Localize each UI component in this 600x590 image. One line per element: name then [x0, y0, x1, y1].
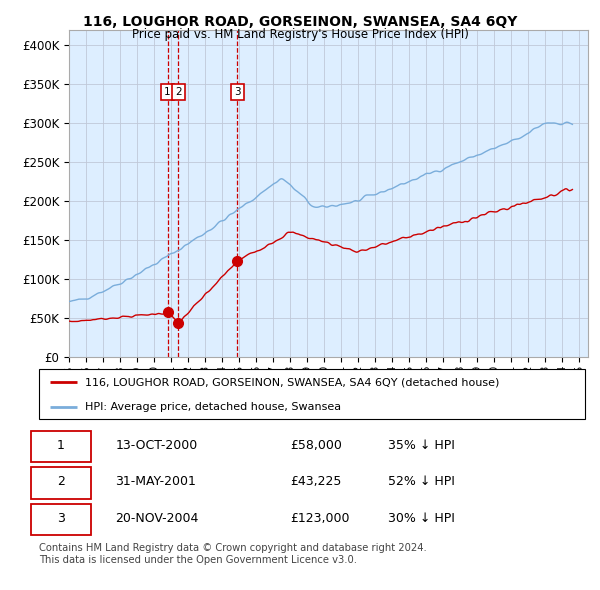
- Text: 1: 1: [57, 439, 65, 452]
- FancyBboxPatch shape: [31, 431, 91, 462]
- Text: £123,000: £123,000: [290, 512, 350, 525]
- Text: HPI: Average price, detached house, Swansea: HPI: Average price, detached house, Swan…: [85, 402, 341, 412]
- Text: 20-NOV-2004: 20-NOV-2004: [115, 512, 199, 525]
- Text: 13-OCT-2000: 13-OCT-2000: [115, 439, 197, 452]
- Text: Contains HM Land Registry data © Crown copyright and database right 2024.
This d: Contains HM Land Registry data © Crown c…: [39, 543, 427, 565]
- Text: 1: 1: [164, 87, 171, 97]
- Text: 3: 3: [57, 512, 65, 525]
- Text: 30% ↓ HPI: 30% ↓ HPI: [388, 512, 455, 525]
- Text: Price paid vs. HM Land Registry's House Price Index (HPI): Price paid vs. HM Land Registry's House …: [131, 28, 469, 41]
- Text: 2: 2: [175, 87, 182, 97]
- FancyBboxPatch shape: [31, 467, 91, 499]
- Text: 31-MAY-2001: 31-MAY-2001: [115, 476, 196, 489]
- Text: £43,225: £43,225: [290, 476, 341, 489]
- FancyBboxPatch shape: [39, 369, 585, 419]
- Text: 35% ↓ HPI: 35% ↓ HPI: [388, 439, 455, 452]
- Text: £58,000: £58,000: [290, 439, 342, 452]
- Text: 3: 3: [234, 87, 241, 97]
- Text: 116, LOUGHOR ROAD, GORSEINON, SWANSEA, SA4 6QY (detached house): 116, LOUGHOR ROAD, GORSEINON, SWANSEA, S…: [85, 377, 500, 387]
- Text: 52% ↓ HPI: 52% ↓ HPI: [388, 476, 455, 489]
- Text: 2: 2: [57, 476, 65, 489]
- Text: 116, LOUGHOR ROAD, GORSEINON, SWANSEA, SA4 6QY: 116, LOUGHOR ROAD, GORSEINON, SWANSEA, S…: [83, 15, 517, 29]
- FancyBboxPatch shape: [31, 504, 91, 535]
